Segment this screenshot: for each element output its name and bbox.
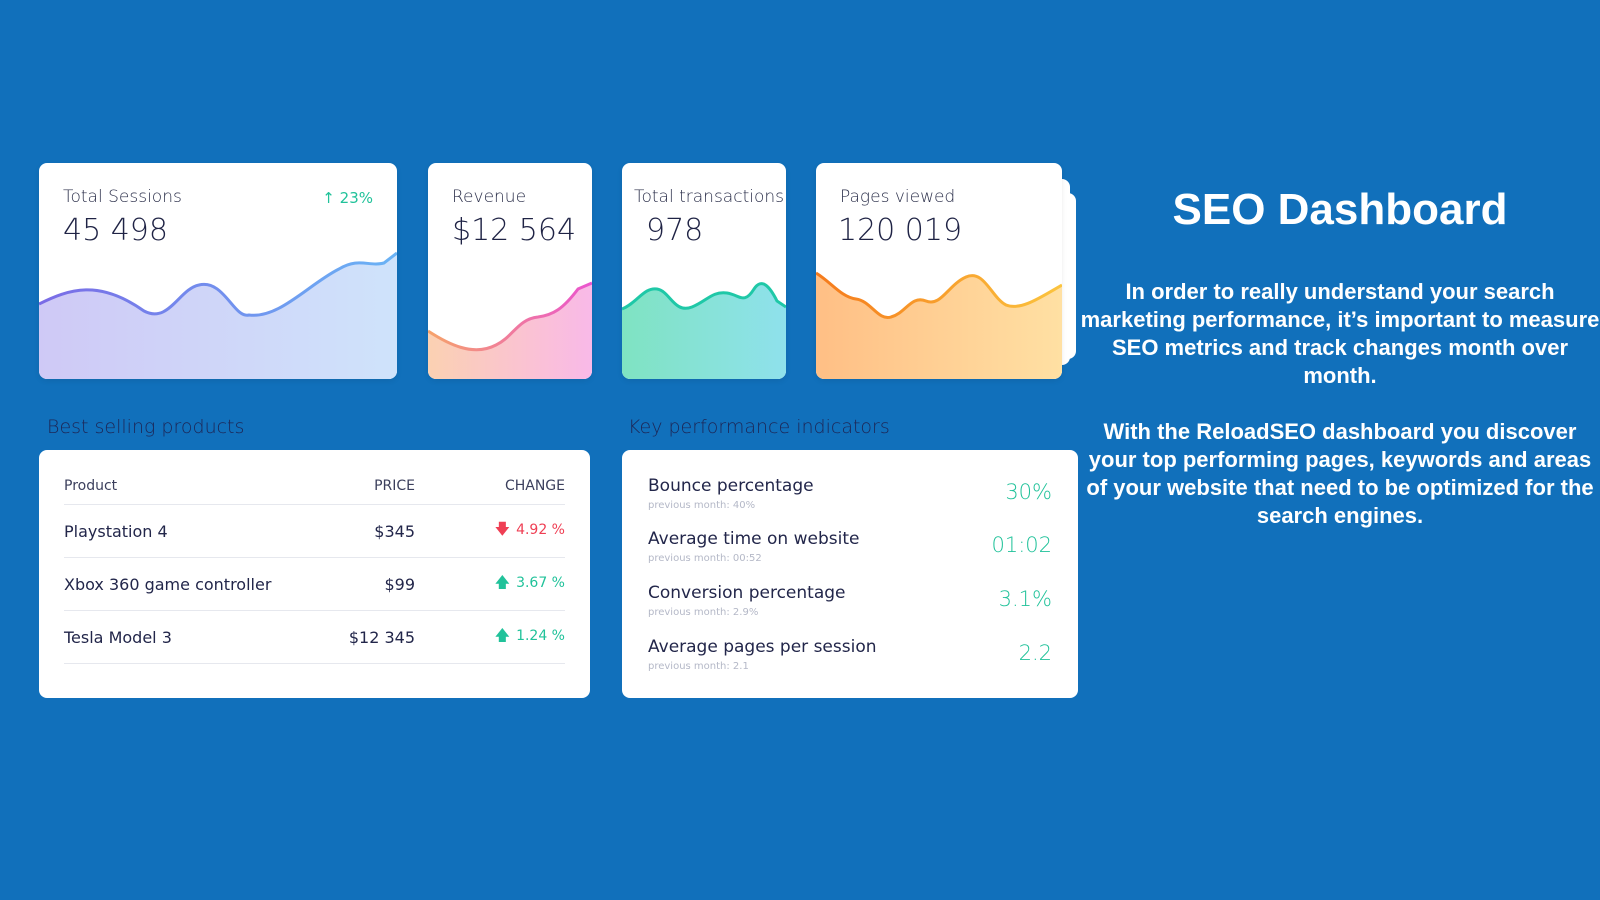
kpi-row[interactable]: Conversion percentage previous month: 2.…: [648, 579, 1052, 631]
kpi-card: Bounce percentage previous month: 40% 30…: [622, 450, 1078, 698]
total-transactions-value: 978: [646, 213, 704, 248]
product-change: 🡅 1.24 %: [415, 625, 565, 650]
product-price: $12 345: [348, 627, 415, 647]
kpi-value: 2.2: [1018, 641, 1052, 665]
product-name: Playstation 4: [64, 521, 168, 541]
kpi-value: 30%: [1005, 480, 1052, 504]
arrow-down-icon: 🡇: [494, 519, 511, 538]
kpi-row[interactable]: Bounce percentage previous month: 40% 30…: [648, 472, 1052, 524]
kpi-title: Key performance indicators: [628, 416, 890, 438]
arrow-up-icon: 🡅: [494, 572, 511, 591]
kpi-label: Average time on website: [648, 529, 860, 549]
product-name: Tesla Model 3: [64, 627, 172, 647]
kpi-label: Bounce percentage: [648, 476, 814, 496]
revenue-card[interactable]: Revenue $12 564: [428, 163, 592, 379]
kpi-row[interactable]: Average time on website previous month: …: [648, 525, 1052, 577]
total-sessions-value: 45 498: [63, 213, 168, 248]
pages-viewed-sparkline: [816, 271, 1062, 379]
product-change-value: 4.92 %: [516, 521, 565, 538]
promo-paragraph-2: With the ReloadSEO dashboard you discove…: [1086, 419, 1594, 528]
kpi-label: Average pages per session: [648, 637, 877, 657]
total-transactions-card[interactable]: Total transactions 978: [622, 163, 786, 379]
product-change: 🡅 3.67 %: [415, 572, 565, 597]
product-change-value: 3.67 %: [516, 574, 565, 591]
product-name: Xbox 360 game controller: [64, 574, 272, 594]
total-sessions-trend-value: 23%: [339, 189, 373, 207]
revenue-value: $12 564: [452, 213, 577, 248]
table-row[interactable]: Playstation 4 $345 🡇 4.92 %: [64, 505, 565, 558]
product-change-value: 1.24 %: [516, 627, 565, 644]
best-selling-title: Best selling products: [47, 416, 245, 438]
header-change[interactable]: CHANGE: [504, 478, 565, 494]
total-transactions-sparkline: [622, 282, 786, 379]
table-row[interactable]: Tesla Model 3 $12 345 🡅 1.24 %: [64, 611, 565, 664]
table-row[interactable]: Xbox 360 game controller $99 🡅 3.67 %: [64, 558, 565, 611]
best-selling-table: Product PRICE CHANGE Playstation 4 $345 …: [64, 468, 565, 664]
total-sessions-label: Total Sessions: [63, 187, 182, 207]
pages-viewed-label: Pages viewed: [840, 187, 956, 207]
promo-title: SEO Dashboard: [1172, 185, 1508, 234]
pages-viewed-card[interactable]: Pages viewed 120 019: [816, 163, 1062, 379]
kpi-row[interactable]: Average pages per session previous month…: [648, 633, 1052, 685]
arrow-up-icon: 🡅: [494, 625, 511, 644]
header-product[interactable]: Product: [64, 478, 118, 494]
kpi-value: 01:02: [991, 533, 1052, 557]
table-header-row: Product PRICE CHANGE: [64, 468, 565, 505]
total-transactions-label: Total transactions: [634, 187, 784, 207]
kpi-label: Conversion percentage: [648, 583, 846, 603]
revenue-label: Revenue: [452, 187, 527, 207]
product-change: 🡇 4.92 %: [415, 519, 565, 544]
total-sessions-trend: ↑ 23%: [322, 189, 373, 207]
header-price[interactable]: PRICE: [374, 478, 415, 494]
revenue-sparkline: [428, 281, 592, 379]
kpi-previous: previous month: 2.1: [648, 661, 749, 672]
product-price: $345: [374, 521, 415, 541]
kpi-previous: previous month: 00:52: [648, 553, 762, 564]
promo-paragraph-1: In order to really understand your searc…: [1080, 279, 1600, 388]
pages-viewed-value: 120 019: [838, 213, 963, 248]
arrow-up-icon: ↑: [322, 189, 335, 207]
best-selling-table-card: Product PRICE CHANGE Playstation 4 $345 …: [39, 450, 590, 698]
kpi-previous: previous month: 2.9%: [648, 607, 759, 618]
total-sessions-sparkline: [39, 251, 397, 379]
product-price: $99: [384, 574, 415, 594]
kpi-previous: previous month: 40%: [648, 500, 756, 511]
kpi-value: 3.1%: [998, 587, 1052, 611]
total-sessions-card[interactable]: Total Sessions ↑ 23% 45 498: [39, 163, 397, 379]
